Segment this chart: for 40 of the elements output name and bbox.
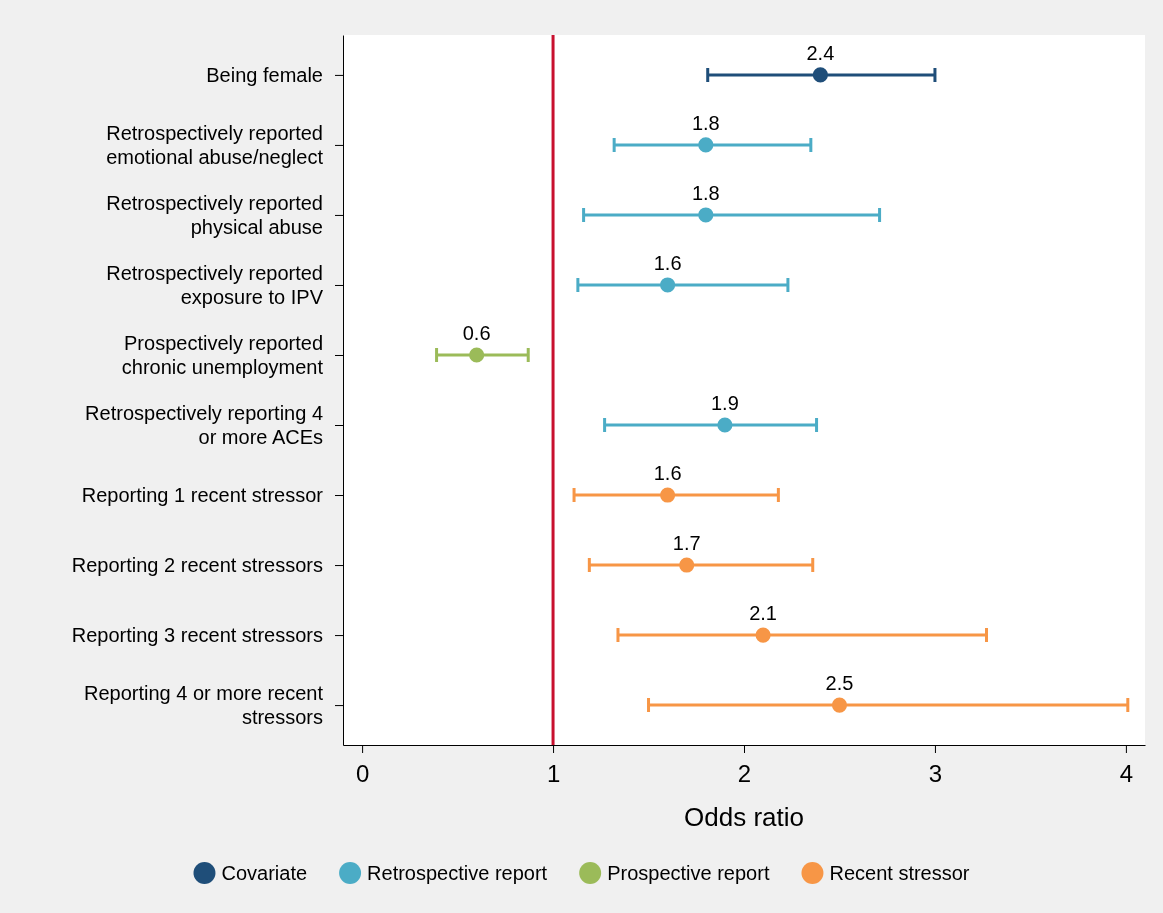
- x-tick-label: 1: [546, 760, 561, 788]
- y-tick-label: Prospectively reported chronic unemployment: [121, 331, 324, 378]
- legend-label: Prospective report: [607, 862, 770, 884]
- point: [698, 137, 714, 153]
- y-tick-label: Reporting 2 recent stressors: [71, 554, 323, 577]
- y-tick-label: Reporting 3 recent stressors: [71, 624, 323, 647]
- data-label: 1.9: [711, 392, 739, 415]
- data-label: 1.8: [691, 111, 720, 134]
- y-tick-label: Being female: [206, 63, 323, 86]
- point: [717, 417, 733, 433]
- x-tick-label: 0: [355, 760, 370, 788]
- y-tick-label: Retrospectively reported emotional abuse/neglect: [106, 121, 324, 168]
- point: [660, 487, 676, 503]
- point: [755, 627, 771, 643]
- y-tick-label: Retrospectively reported exposure to IPV: [106, 261, 324, 308]
- y-tick-label: Reporting 1 recent stressor: [81, 484, 324, 507]
- y-tick-label: Retrospectively reported physical abuse: [106, 191, 323, 238]
- y-tick-label: Retrospectively reporting 4 or more ACEs: [85, 402, 323, 449]
- data-label: 1.7: [672, 532, 701, 555]
- data-label: 1.6: [653, 462, 682, 485]
- legend-label: Covariate: [221, 862, 308, 884]
- point: [698, 207, 714, 223]
- point: [469, 347, 485, 363]
- data-label: 1.8: [691, 181, 720, 204]
- legend-label: Recent stressor: [829, 862, 970, 884]
- x-tick-label: 2: [737, 760, 752, 788]
- legend-label: Retrospective report: [367, 862, 548, 884]
- y-tick-label: Reporting 4 or more recent stressors: [83, 682, 324, 729]
- point: [660, 277, 676, 293]
- data-label: 0.6: [462, 321, 491, 344]
- data-label: 2.1: [749, 602, 777, 625]
- point: [812, 67, 828, 83]
- data-label: 2.5: [825, 672, 854, 695]
- data-label: 1.6: [653, 251, 682, 274]
- point: [679, 557, 695, 573]
- x-axis-title: Odds ratio: [684, 802, 804, 832]
- x-tick-label: 4: [1119, 760, 1134, 788]
- data-label: 2.4: [806, 41, 835, 64]
- point: [831, 697, 848, 713]
- x-tick-label: 3: [928, 760, 943, 788]
